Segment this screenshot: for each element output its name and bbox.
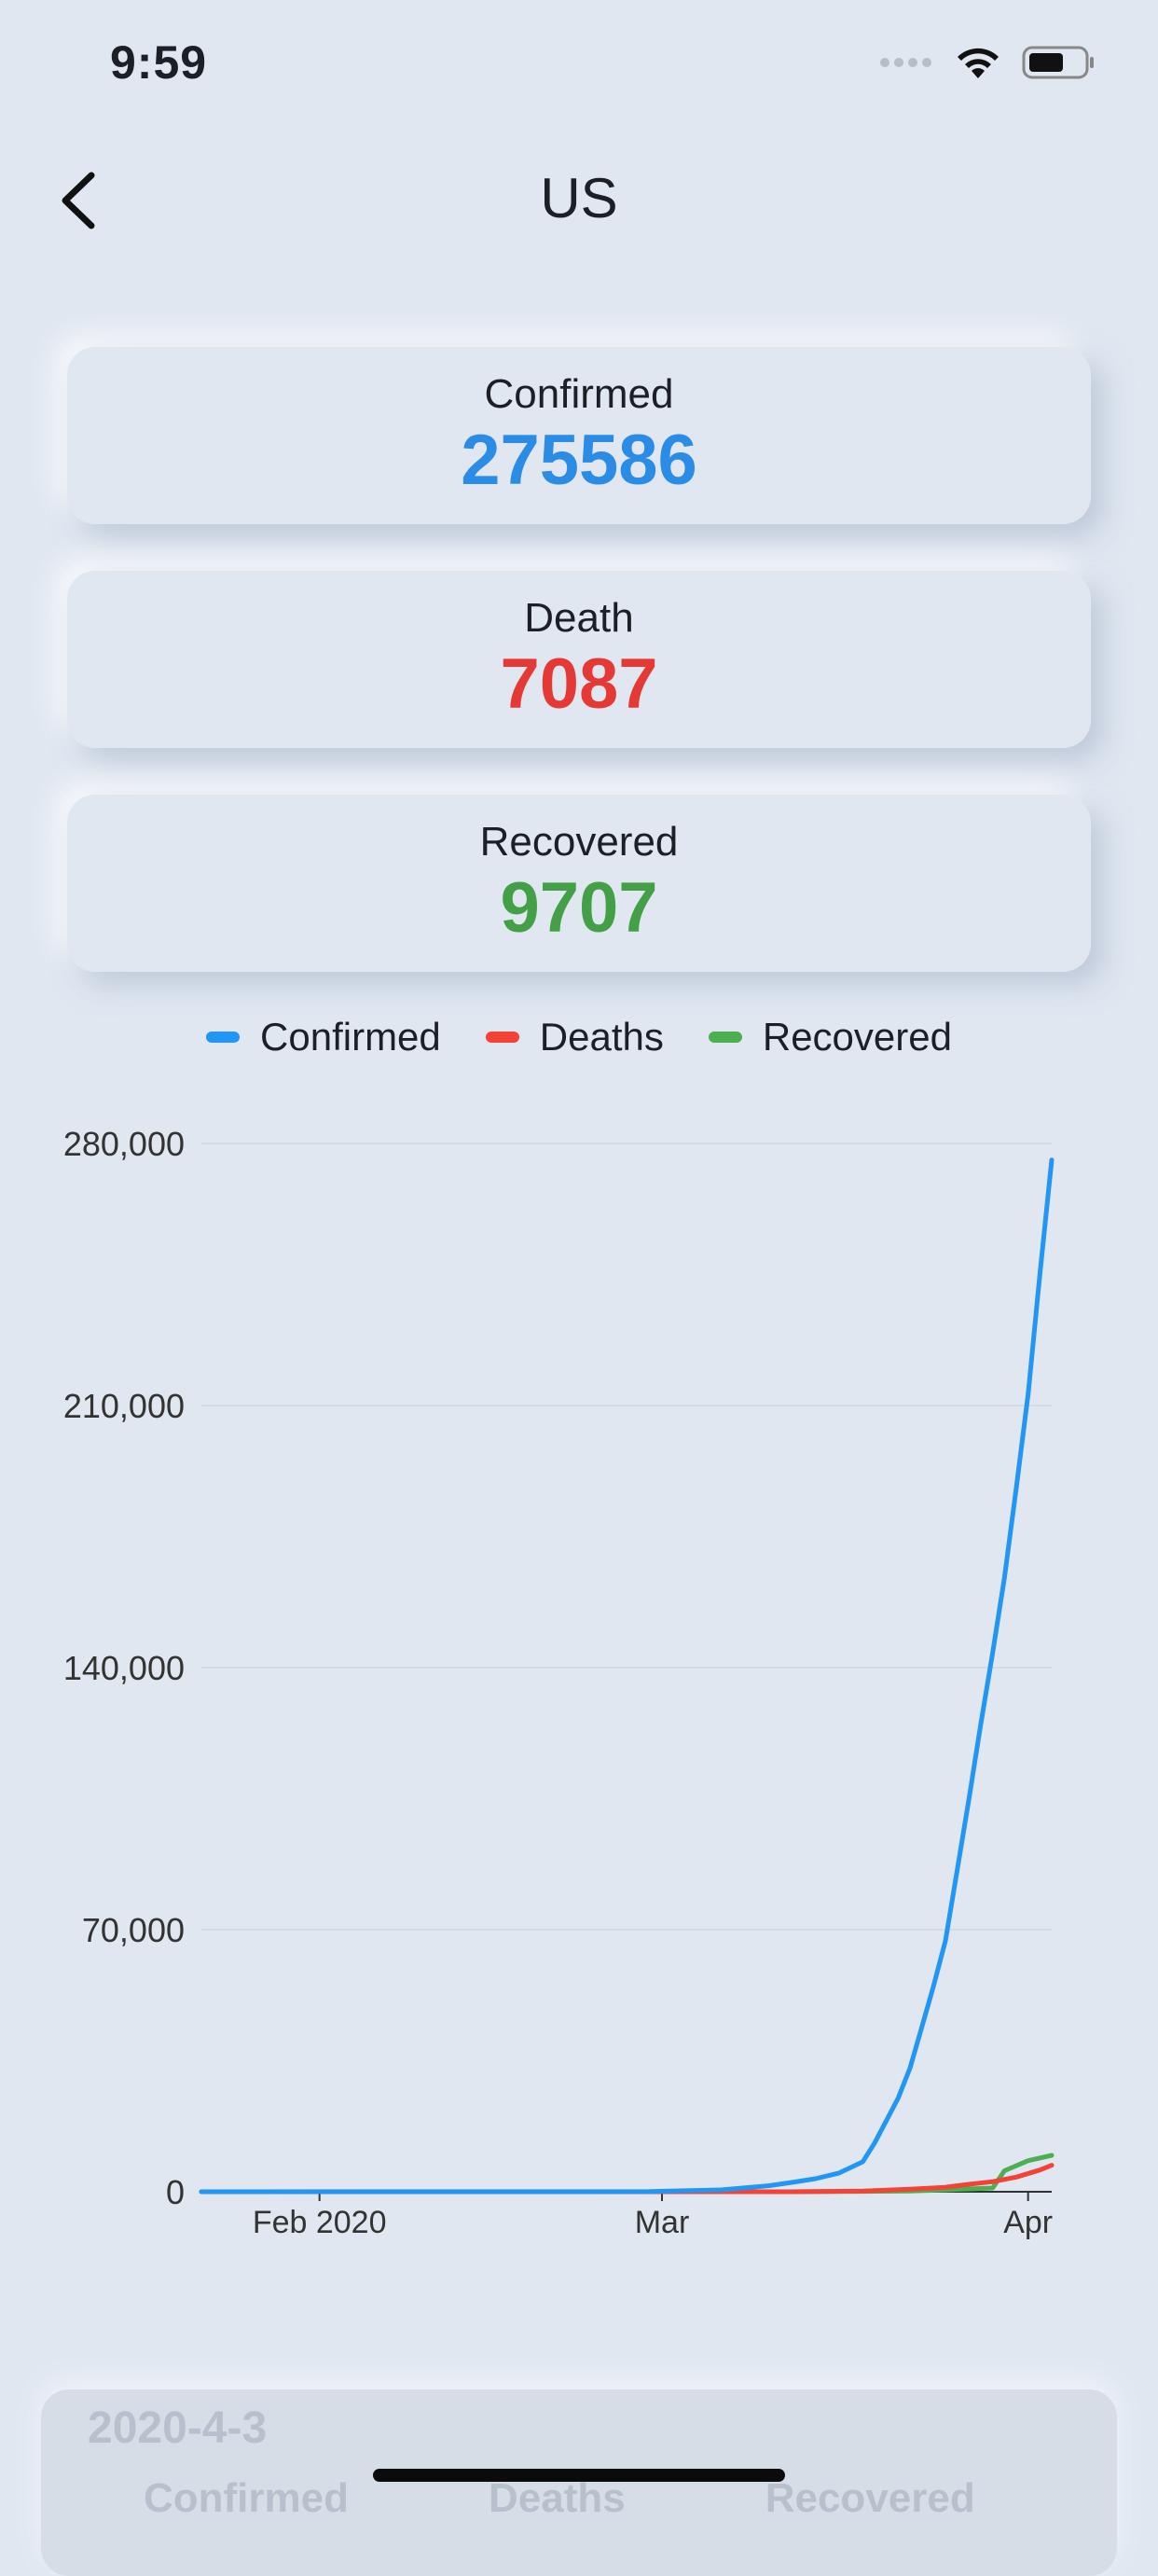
history-columns: Confirmed Deaths Recovered [144, 2475, 975, 2522]
legend-recovered[interactable]: Recovered [708, 1015, 952, 1059]
x-tick-label: Mar [635, 2205, 690, 2240]
wifi-icon [958, 48, 999, 78]
y-tick-label: 140,000 [63, 1649, 185, 1687]
legend-confirmed-label: Confirmed [260, 1015, 441, 1059]
recovered-value: 9707 [500, 868, 658, 948]
signal-icon [880, 58, 931, 67]
y-tick-label: 70,000 [82, 1911, 185, 1949]
legend-deaths-label: Deaths [539, 1015, 664, 1059]
confirmed-card: Confirmed 275586 [67, 347, 1091, 524]
death-value: 7087 [500, 644, 658, 724]
status-icons [880, 45, 1096, 80]
history-col-confirmed: Confirmed [144, 2475, 349, 2521]
history-col-recovered: Recovered [765, 2475, 975, 2521]
recovered-label: Recovered [479, 819, 679, 865]
confirmed-label: Confirmed [484, 371, 674, 417]
home-indicator[interactable] [373, 2469, 785, 2482]
confirmed-value: 275586 [461, 421, 697, 500]
x-tick-label: Apr [1003, 2205, 1053, 2240]
history-card[interactable]: 2020-4-3 Confirmed Deaths Recovered [41, 2389, 1117, 2576]
status-time: 9:59 [110, 36, 208, 89]
death-label: Death [524, 595, 634, 641]
battery-icon [1022, 46, 1094, 79]
y-tick-label: 210,000 [63, 1387, 185, 1425]
series-line-deaths [199, 2163, 1055, 2195]
y-tick-label: 280,000 [63, 1125, 185, 1163]
legend-confirmed[interactable]: Confirmed [206, 1015, 441, 1059]
chart-legend: Confirmed Deaths Recovered [0, 1015, 1158, 1059]
history-col-deaths: Deaths [489, 2475, 626, 2521]
back-arrow-icon[interactable] [56, 168, 103, 233]
legend-confirmed-swatch [206, 1032, 241, 1043]
page-title: US [540, 167, 618, 229]
legend-recovered-label: Recovered [762, 1015, 952, 1059]
cases-line-chart: 0 70,000 140,000 210,000 280,000 Feb 2020 Mar A… [63, 1125, 1055, 2240]
series-line-confirmed [199, 1157, 1055, 2195]
legend-deaths[interactable]: Deaths [485, 1015, 664, 1059]
x-tick-label: Feb 2020 [253, 2205, 387, 2240]
legend-deaths-swatch [485, 1032, 519, 1043]
legend-recovered-swatch [708, 1032, 742, 1043]
recovered-card: Recovered 9707 [67, 795, 1091, 972]
death-card: Death 7087 [67, 571, 1091, 748]
history-date: 2020-4-3 [88, 2403, 268, 2453]
y-tick-label: 0 [166, 2173, 185, 2211]
